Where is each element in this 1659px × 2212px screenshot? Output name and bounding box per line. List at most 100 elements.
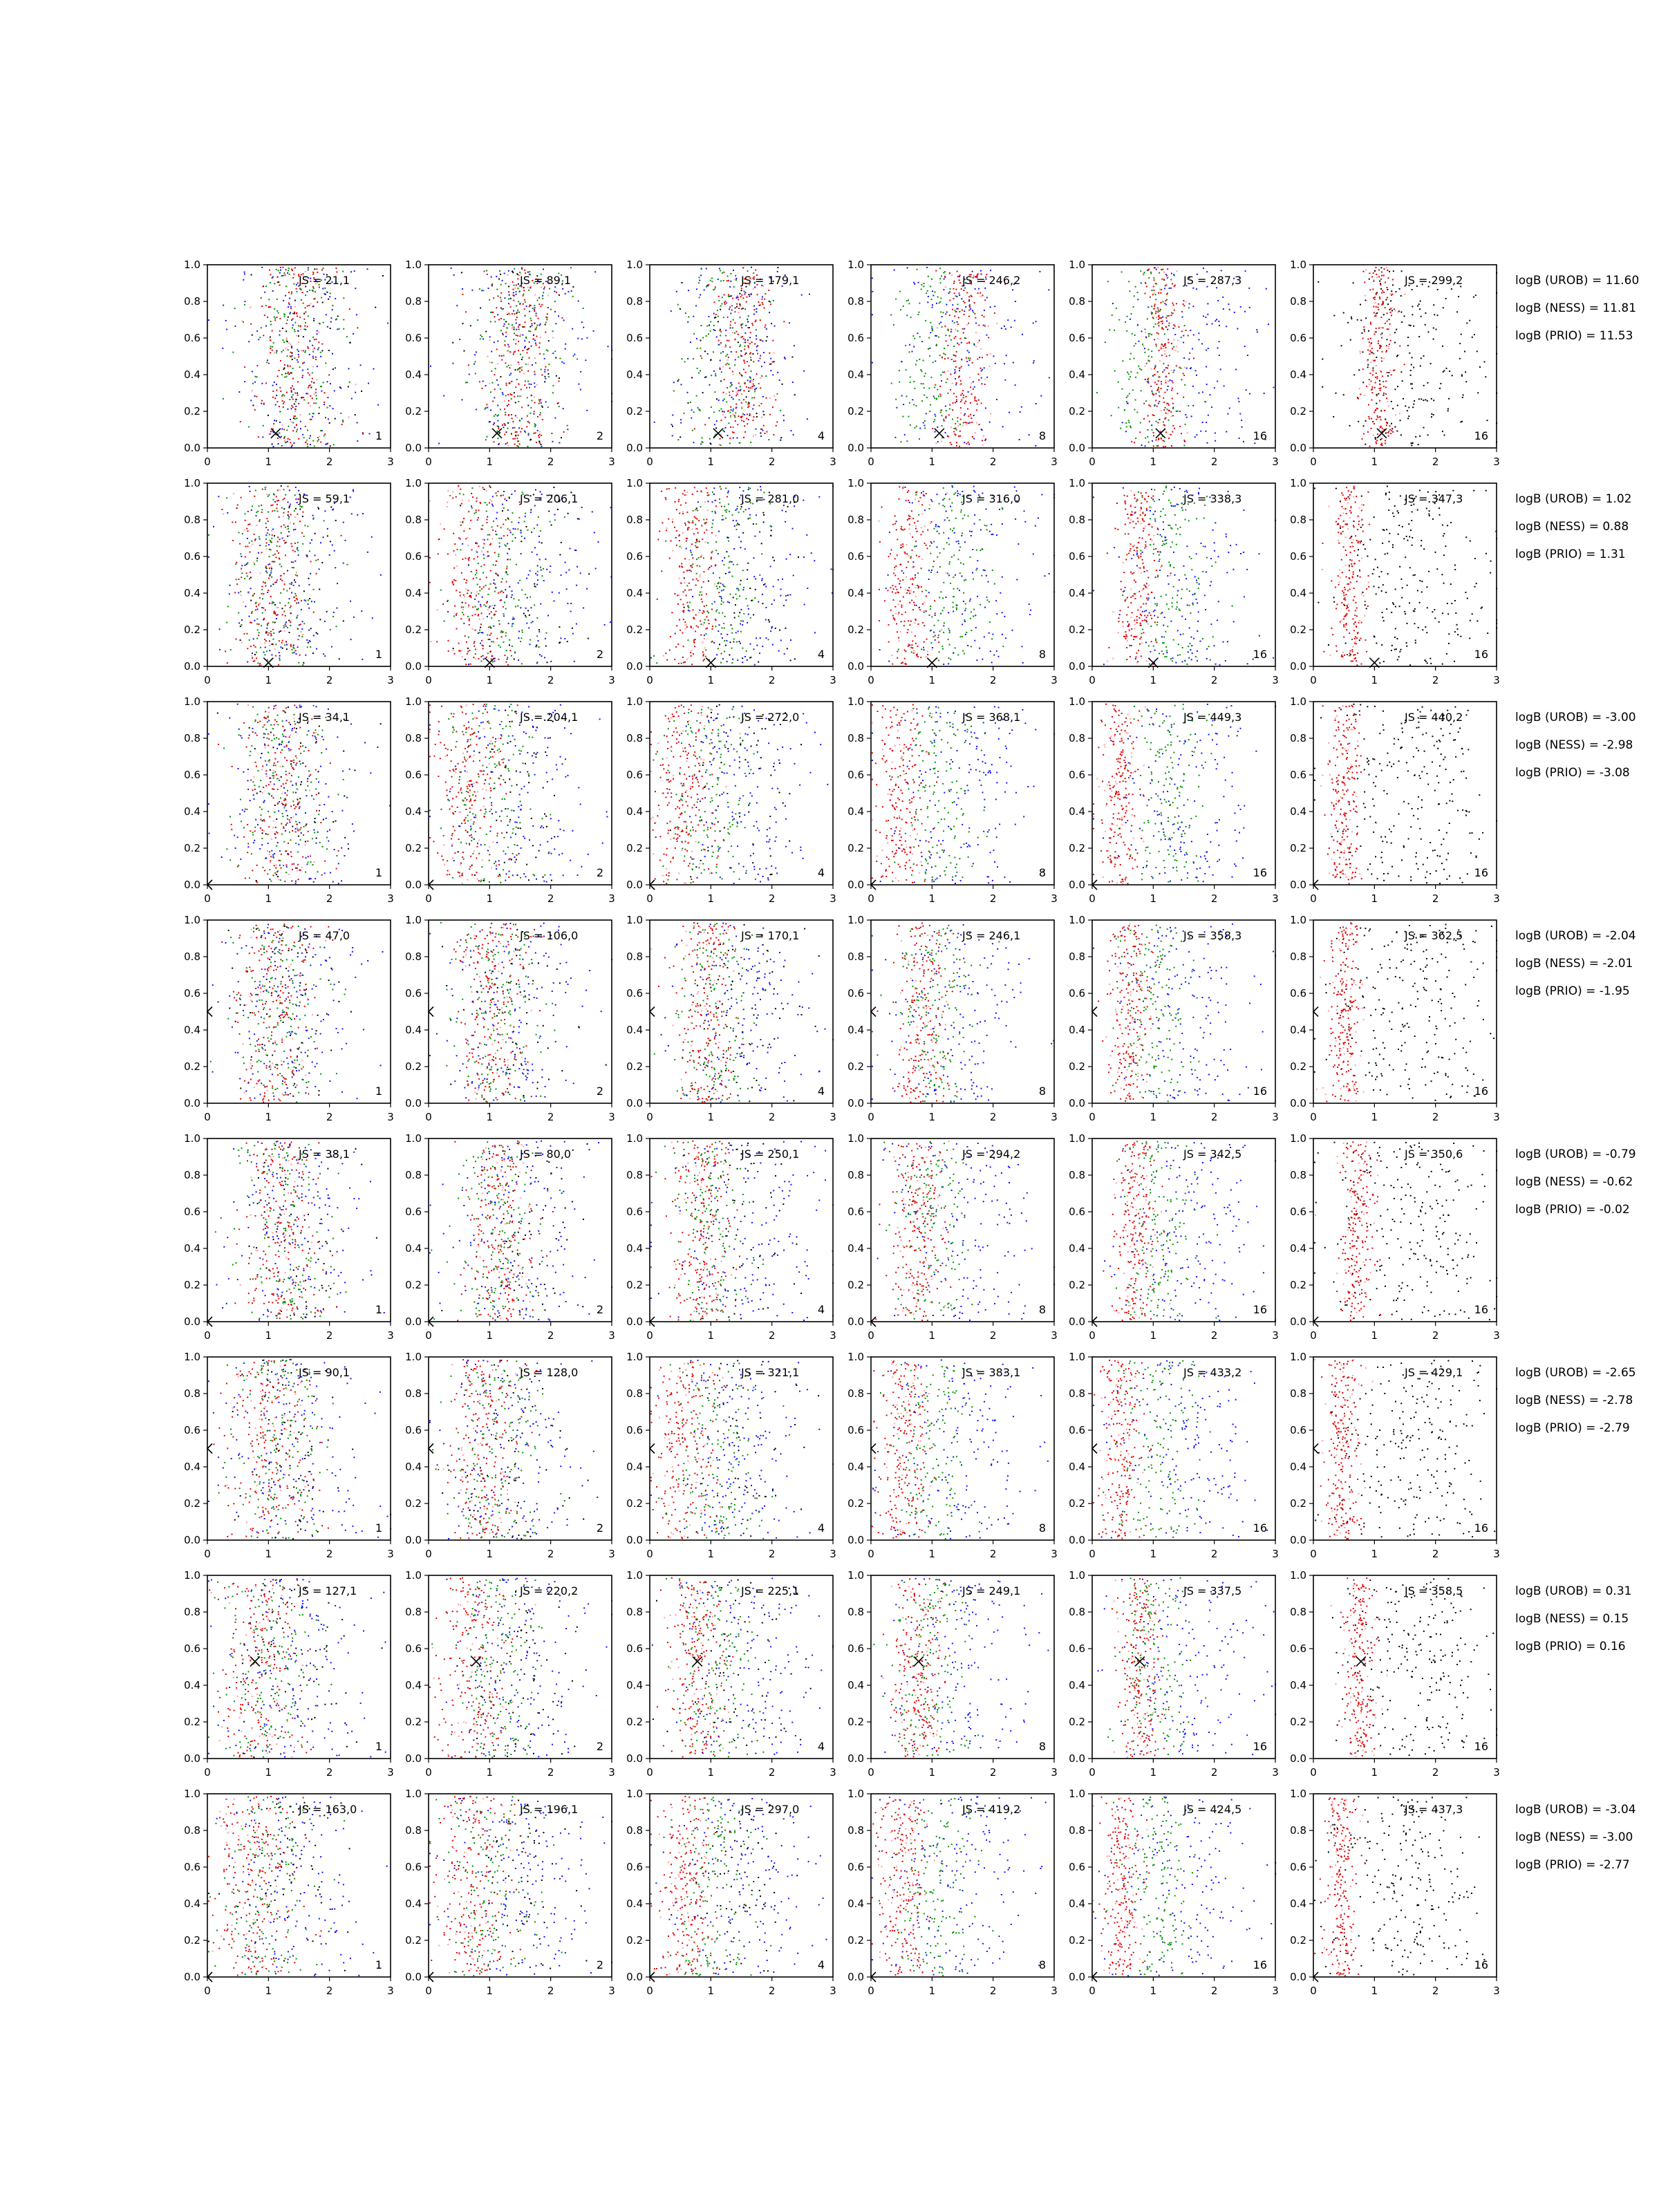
data-point [1370,324,1371,325]
data-point [926,413,927,414]
data-point [765,324,766,326]
data-point [594,271,596,272]
data-point [291,293,292,294]
data-point [279,370,280,371]
data-point [956,351,957,353]
data-point [521,630,523,631]
data-point [502,578,503,579]
data-point [541,444,542,445]
data-point [690,402,691,403]
data-point [722,519,723,521]
data-point [1147,382,1149,384]
data-point [471,507,473,509]
data-point [516,323,517,324]
data-point [516,317,518,318]
data-point [1158,292,1159,294]
data-point [459,592,460,593]
data-point [324,621,326,622]
data-point [954,281,955,282]
data-point [963,395,964,396]
data-point [459,493,460,494]
data-point [476,572,478,574]
data-point [944,276,946,278]
data-point [527,371,529,372]
data-point [509,303,510,305]
data-point [303,536,305,537]
data-point [280,360,281,362]
data-point [545,559,546,560]
data-point [287,627,288,628]
data-point [291,543,292,545]
data-point [529,639,531,641]
data-point [1388,277,1389,279]
data-point [762,297,763,298]
data-point [744,292,746,293]
data-point [282,400,283,402]
data-point [732,659,733,660]
data-point [265,523,267,524]
data-point [785,521,786,523]
data-point [254,496,255,497]
data-point [899,291,901,292]
data-point [1184,367,1185,368]
data-point [715,373,716,375]
data-point [698,282,700,283]
data-point [279,387,281,388]
data-point [944,420,945,422]
data-point [1374,423,1375,424]
data-point [1134,295,1135,297]
data-point [957,271,958,272]
data-point [899,370,900,371]
data-point [519,371,521,373]
data-point [291,561,292,563]
data-point [1168,339,1169,340]
data-point [686,548,687,550]
panel-row-2: 0 1 2 30.00.20.40.60.81.0JS = 59,110 1 2 30.00… [184,477,1631,686]
data-point [756,335,757,337]
true-value-marker [713,429,723,438]
data-point [1373,434,1374,435]
data-point [292,406,294,408]
data-point [1363,425,1365,427]
data-point [938,337,939,338]
data-point [498,538,500,539]
data-point [293,418,294,419]
data-point [1376,403,1377,404]
data-point [747,319,748,320]
data-point [761,375,762,377]
data-point [947,371,948,372]
data-point [937,389,938,391]
data-point [223,513,224,514]
data-point [974,386,975,388]
data-point [534,382,535,384]
x-tick-label: 3 [1051,456,1058,468]
data-point [1175,350,1177,351]
data-point [294,510,295,512]
data-point [1410,375,1412,376]
data-point [440,590,442,591]
data-point [1174,334,1176,335]
data-point [260,572,261,574]
data-point [272,397,274,398]
data-point [953,393,955,394]
data-point [782,579,783,580]
data-point [747,339,749,341]
data-point [456,565,458,567]
data-point [1390,300,1391,301]
data-point [1245,270,1246,272]
data-point [743,421,744,422]
data-point [272,391,274,392]
data-point [534,371,535,373]
data-point [964,413,966,415]
data-point [288,268,290,269]
data-point [301,397,303,398]
data-point [762,302,763,303]
data-point [303,303,304,304]
data-point [1380,439,1381,440]
data-point [274,501,276,503]
data-point [793,574,794,576]
data-point [1165,446,1166,447]
data-point [960,401,962,402]
data-point [318,347,319,348]
data-point [468,558,469,559]
